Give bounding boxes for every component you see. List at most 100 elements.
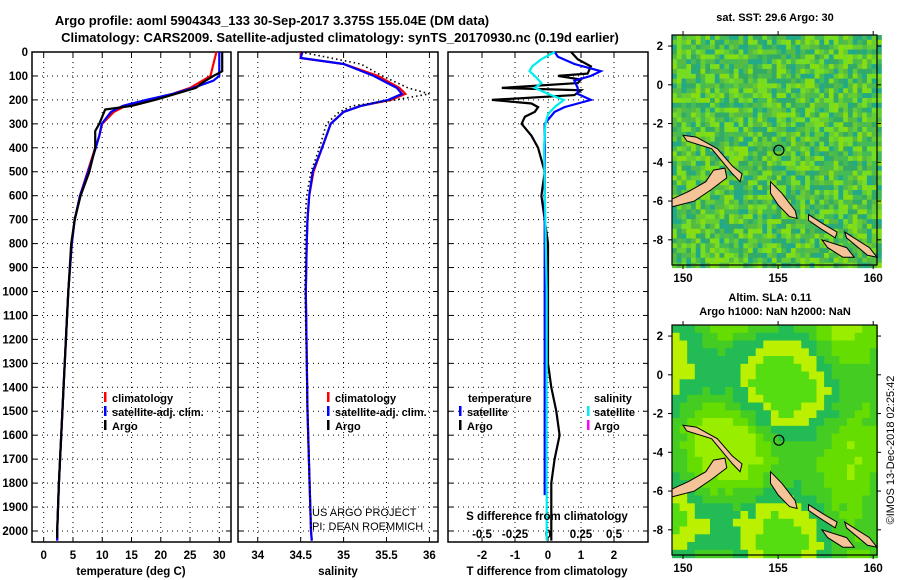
map-cell: [843, 257, 849, 264]
map-cell: [755, 402, 764, 411]
map-cell: [724, 112, 730, 118]
map-cell: [852, 199, 859, 206]
map-cell: [876, 194, 882, 201]
map-cell: [729, 35, 735, 41]
map-cell: [843, 98, 849, 104]
map-cell: [824, 117, 830, 123]
map-cell: [676, 209, 683, 215]
map-cell: [838, 44, 844, 51]
map-cell: [705, 131, 711, 138]
map-cell: [790, 253, 797, 259]
map-cell: [757, 49, 763, 55]
map-cell: [695, 112, 702, 118]
map-cell: [710, 534, 719, 543]
map-cell: [740, 472, 749, 481]
map-cell: [833, 49, 839, 55]
map-cell: [871, 243, 878, 249]
map-cell: [876, 165, 882, 172]
map-cell: [801, 332, 810, 342]
map-cell: [729, 44, 735, 51]
map-cell: [866, 199, 873, 206]
map-cell: [755, 356, 764, 365]
map-cell: [808, 518, 818, 528]
map-cell: [686, 59, 692, 65]
map-cell: [778, 340, 787, 349]
map-cell: [795, 185, 801, 191]
map-cell: [729, 219, 735, 225]
map-cell: [672, 418, 681, 427]
map-cell: [862, 68, 868, 75]
map-cell: [767, 136, 773, 143]
map-cell: [833, 175, 839, 181]
map-cell: [824, 487, 833, 497]
map-cell: [786, 151, 792, 157]
map-cell: [854, 340, 863, 349]
map-cell: [781, 73, 787, 80]
map-cell: [752, 248, 759, 254]
map-cell: [871, 175, 878, 181]
map-cell: [854, 387, 863, 396]
map-cell: [679, 332, 688, 342]
map-cell: [724, 88, 730, 94]
series-line-salinity-satellite: [528, 51, 567, 541]
map-cell: [738, 180, 744, 186]
map-cell: [767, 54, 773, 60]
map-cell: [871, 238, 878, 244]
map-cell: [824, 441, 833, 450]
map-cell: [847, 371, 856, 380]
map-cell: [824, 503, 833, 512]
map-cell: [824, 472, 833, 481]
map-cell: [805, 117, 811, 123]
map-cell: [738, 112, 744, 118]
map-cell: [816, 340, 825, 349]
map-cell: [800, 64, 806, 70]
map-cell: [871, 185, 878, 191]
map-cell: [686, 243, 692, 249]
map-cell: [738, 238, 744, 244]
map-cell: [755, 534, 764, 543]
map-cell: [795, 39, 801, 46]
map-cell: [824, 170, 830, 176]
map-cell: [710, 209, 716, 215]
map-cell: [838, 228, 844, 235]
map-cell: [824, 93, 830, 99]
map-cell: [719, 64, 725, 70]
map-cell: [786, 456, 795, 466]
map-cell: [762, 64, 768, 70]
map-cell: [733, 180, 740, 186]
map-cell: [805, 141, 811, 147]
map-cell: [705, 112, 711, 118]
map-cell: [672, 233, 678, 239]
map-cell: [847, 348, 856, 357]
map-cell: [705, 199, 711, 206]
map-cell: [733, 83, 740, 89]
map-cell: [748, 44, 754, 51]
map-cell: [732, 487, 742, 497]
map-cell: [809, 35, 816, 41]
map-cell: [686, 83, 692, 89]
map-cell: [714, 39, 721, 46]
map-cell: [724, 98, 730, 104]
map-cell: [778, 410, 787, 419]
map-cell: [710, 93, 716, 99]
map-cell: [710, 160, 716, 167]
map-cell: [828, 93, 835, 99]
map-cell: [781, 253, 787, 259]
map-cell: [814, 170, 820, 176]
map-cell: [839, 410, 848, 419]
map-cell: [847, 394, 856, 404]
map-cell: [757, 112, 763, 118]
x-tick-label: 10: [96, 550, 109, 562]
map-cell: [776, 73, 782, 80]
map-cell: [672, 44, 678, 51]
map-cell: [819, 233, 825, 239]
map-cell: [847, 131, 854, 138]
map-cell: [724, 253, 730, 259]
map-cell: [738, 59, 744, 65]
map-cell: [790, 54, 797, 60]
map-cell: [871, 223, 878, 230]
map-cell: [679, 542, 688, 551]
map-cell: [816, 379, 825, 388]
map-cell: [694, 526, 703, 535]
map-cell: [710, 83, 716, 89]
